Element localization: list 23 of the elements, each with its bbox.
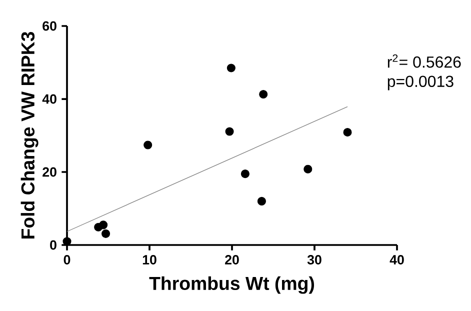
point: [257, 196, 266, 206]
y-tick-label: 40: [42, 94, 56, 104]
x-tick-label: 30: [307, 255, 322, 264]
point: [99, 220, 108, 230]
point: [343, 128, 352, 136]
y-tick-label: 0: [50, 240, 56, 250]
point: [259, 90, 268, 99]
annotation: p=0.0013: [388, 76, 454, 90]
point: [144, 140, 152, 150]
x-tick-label: 40: [390, 255, 404, 264]
y-tick-label: 20: [42, 167, 56, 177]
x-tick-label: 10: [142, 255, 156, 264]
annotation: r$^{2}$= 0.5626: [388, 54, 461, 68]
x-tick-label: 0: [64, 255, 70, 264]
y-tick-label: 60: [42, 21, 56, 31]
point: [304, 164, 312, 174]
point: [226, 64, 236, 72]
x-tick-label: 20: [225, 255, 239, 264]
y-axis-title: Fold Change VW RIPK3: [20, 32, 38, 238]
x-axis-title: Thrombus Wt (mg): [149, 276, 314, 294]
point: [225, 127, 234, 136]
point: [102, 229, 110, 238]
point: [240, 170, 250, 178]
